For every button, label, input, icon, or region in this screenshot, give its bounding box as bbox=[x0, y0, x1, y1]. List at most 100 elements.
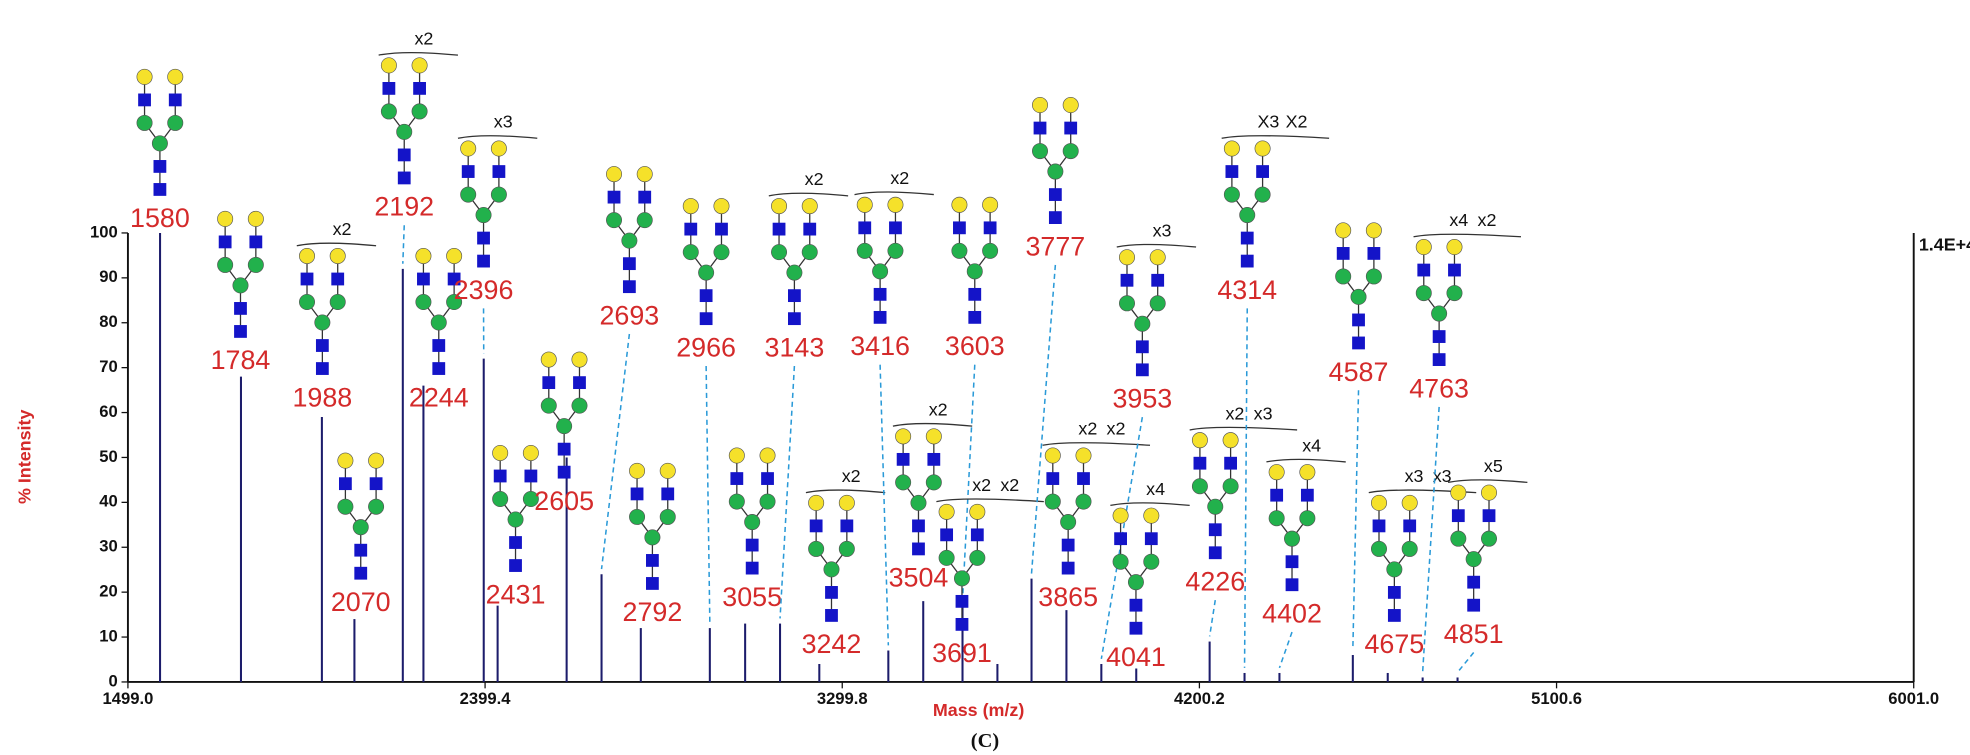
glycan-glcnac bbox=[927, 453, 940, 466]
peak-label: 2693 bbox=[599, 300, 659, 330]
glycan-hexose bbox=[168, 69, 183, 84]
glycan-glcnac bbox=[730, 472, 743, 485]
leader-line bbox=[706, 366, 710, 623]
glycan-glcnac bbox=[700, 312, 713, 325]
leader-line bbox=[1279, 632, 1292, 668]
glycan-hexose bbox=[1336, 223, 1351, 238]
y-tick-label: 20 bbox=[99, 582, 117, 601]
glycan: x2 bbox=[855, 168, 934, 324]
glycan-hexose bbox=[446, 248, 461, 263]
glycan-hexose bbox=[895, 475, 910, 490]
glycan-glcnac bbox=[398, 149, 411, 162]
glycan-glcnac bbox=[382, 82, 395, 95]
glycan bbox=[541, 352, 587, 479]
peak-label: 4314 bbox=[1217, 275, 1277, 305]
glycan-glcnac bbox=[788, 312, 801, 325]
glycan-glcnac bbox=[1337, 247, 1350, 260]
glycan-glcnac bbox=[1209, 546, 1222, 559]
glycan-hexose bbox=[1371, 495, 1386, 510]
glycan-bracket bbox=[1043, 443, 1150, 446]
glycan-glcnac bbox=[331, 273, 344, 286]
glycan-hexose bbox=[1336, 269, 1351, 284]
glycan-hexose bbox=[572, 352, 587, 367]
glycan-bracket bbox=[1414, 234, 1521, 237]
glycan-glcnac bbox=[558, 443, 571, 456]
glycan-glcnac bbox=[1130, 599, 1143, 612]
glycan-hexose bbox=[1284, 531, 1299, 546]
peak-label: 3691 bbox=[932, 638, 992, 668]
glycan-multiplier: x2 bbox=[1225, 403, 1244, 423]
glycan-hexose bbox=[416, 294, 431, 309]
glycan-glcnac bbox=[1145, 532, 1158, 545]
leader-line bbox=[602, 334, 630, 569]
glycan-glcnac bbox=[1256, 165, 1269, 178]
peak-label: 3416 bbox=[850, 331, 910, 361]
glycan-bracket bbox=[297, 243, 376, 246]
glycan-hexose bbox=[1208, 499, 1223, 514]
glycan-hexose bbox=[330, 294, 345, 309]
glycan-glcnac bbox=[631, 488, 644, 501]
peak-label: 1988 bbox=[292, 382, 352, 412]
glycan: x2 bbox=[297, 219, 376, 375]
glycan-glcnac bbox=[874, 311, 887, 324]
glycan-glcnac bbox=[432, 339, 445, 352]
glycan-glcnac bbox=[1077, 472, 1090, 485]
peak-label: 3143 bbox=[765, 332, 825, 362]
peak-label: 4587 bbox=[1329, 357, 1389, 387]
glycan-glcnac bbox=[1417, 264, 1430, 277]
glycan-hexose bbox=[556, 418, 571, 433]
glycan-glcnac bbox=[715, 223, 728, 236]
glycan-hexose bbox=[1366, 223, 1381, 238]
glycan-glcnac bbox=[1433, 330, 1446, 343]
leader-line bbox=[1245, 308, 1248, 667]
glycan-glcnac bbox=[1373, 519, 1386, 532]
glycan-hexose bbox=[1255, 187, 1270, 202]
peak-label: 4041 bbox=[1106, 642, 1166, 672]
peak-label: 3504 bbox=[889, 563, 949, 593]
glycan-hexose bbox=[416, 248, 431, 263]
glycan-hexose bbox=[857, 197, 872, 212]
glycan-hexose bbox=[660, 509, 675, 524]
caption: (C) bbox=[971, 730, 999, 752]
glycan: x4 bbox=[1110, 479, 1189, 635]
glycan-glcnac bbox=[1388, 609, 1401, 622]
glycan-hexose bbox=[622, 233, 637, 248]
glycan-glcnac bbox=[700, 289, 713, 302]
glycan-hexose bbox=[217, 211, 232, 226]
glycan-hexose bbox=[629, 509, 644, 524]
glycan-glcnac bbox=[940, 528, 953, 541]
glycan-hexose bbox=[368, 453, 383, 468]
glycan-glcnac bbox=[249, 236, 262, 249]
glycan: x2x3 bbox=[1190, 403, 1297, 559]
glycan-hexose bbox=[1224, 187, 1239, 202]
glycan-hexose bbox=[412, 58, 427, 73]
glycan-hexose bbox=[1076, 494, 1091, 509]
peak-label: 4226 bbox=[1185, 567, 1245, 597]
glycan-glcnac bbox=[316, 339, 329, 352]
glycan-hexose bbox=[1113, 554, 1128, 569]
glycan-hexose bbox=[729, 494, 744, 509]
glycan-glcnac bbox=[810, 519, 823, 532]
glycan-multiplier: x2 bbox=[333, 219, 352, 239]
leader-line bbox=[780, 366, 794, 618]
glycan-hexose bbox=[1223, 433, 1238, 448]
glycan bbox=[416, 248, 462, 375]
x-tick-label: 1499.0 bbox=[103, 689, 154, 708]
glycan-hexose bbox=[1032, 97, 1047, 112]
glycan-multiplier: x3 bbox=[494, 112, 513, 132]
peak-label: 3242 bbox=[802, 629, 862, 659]
peak-label: 3865 bbox=[1038, 582, 1098, 612]
peak-label: 2431 bbox=[486, 579, 546, 609]
glycan-bracket bbox=[1448, 480, 1527, 483]
leader-line bbox=[1032, 265, 1056, 574]
glycan-glcnac bbox=[413, 82, 426, 95]
glycan-hexose bbox=[508, 512, 523, 527]
glycan-glcnac bbox=[1151, 274, 1164, 287]
glycan-hexose bbox=[939, 504, 954, 519]
glycan-hexose bbox=[217, 257, 232, 272]
glycan-hexose bbox=[954, 571, 969, 586]
glycan-multiplier: x2 bbox=[414, 29, 433, 49]
glycan bbox=[1032, 97, 1078, 224]
glycan-glcnac bbox=[339, 477, 352, 490]
glycan-hexose bbox=[168, 115, 183, 130]
